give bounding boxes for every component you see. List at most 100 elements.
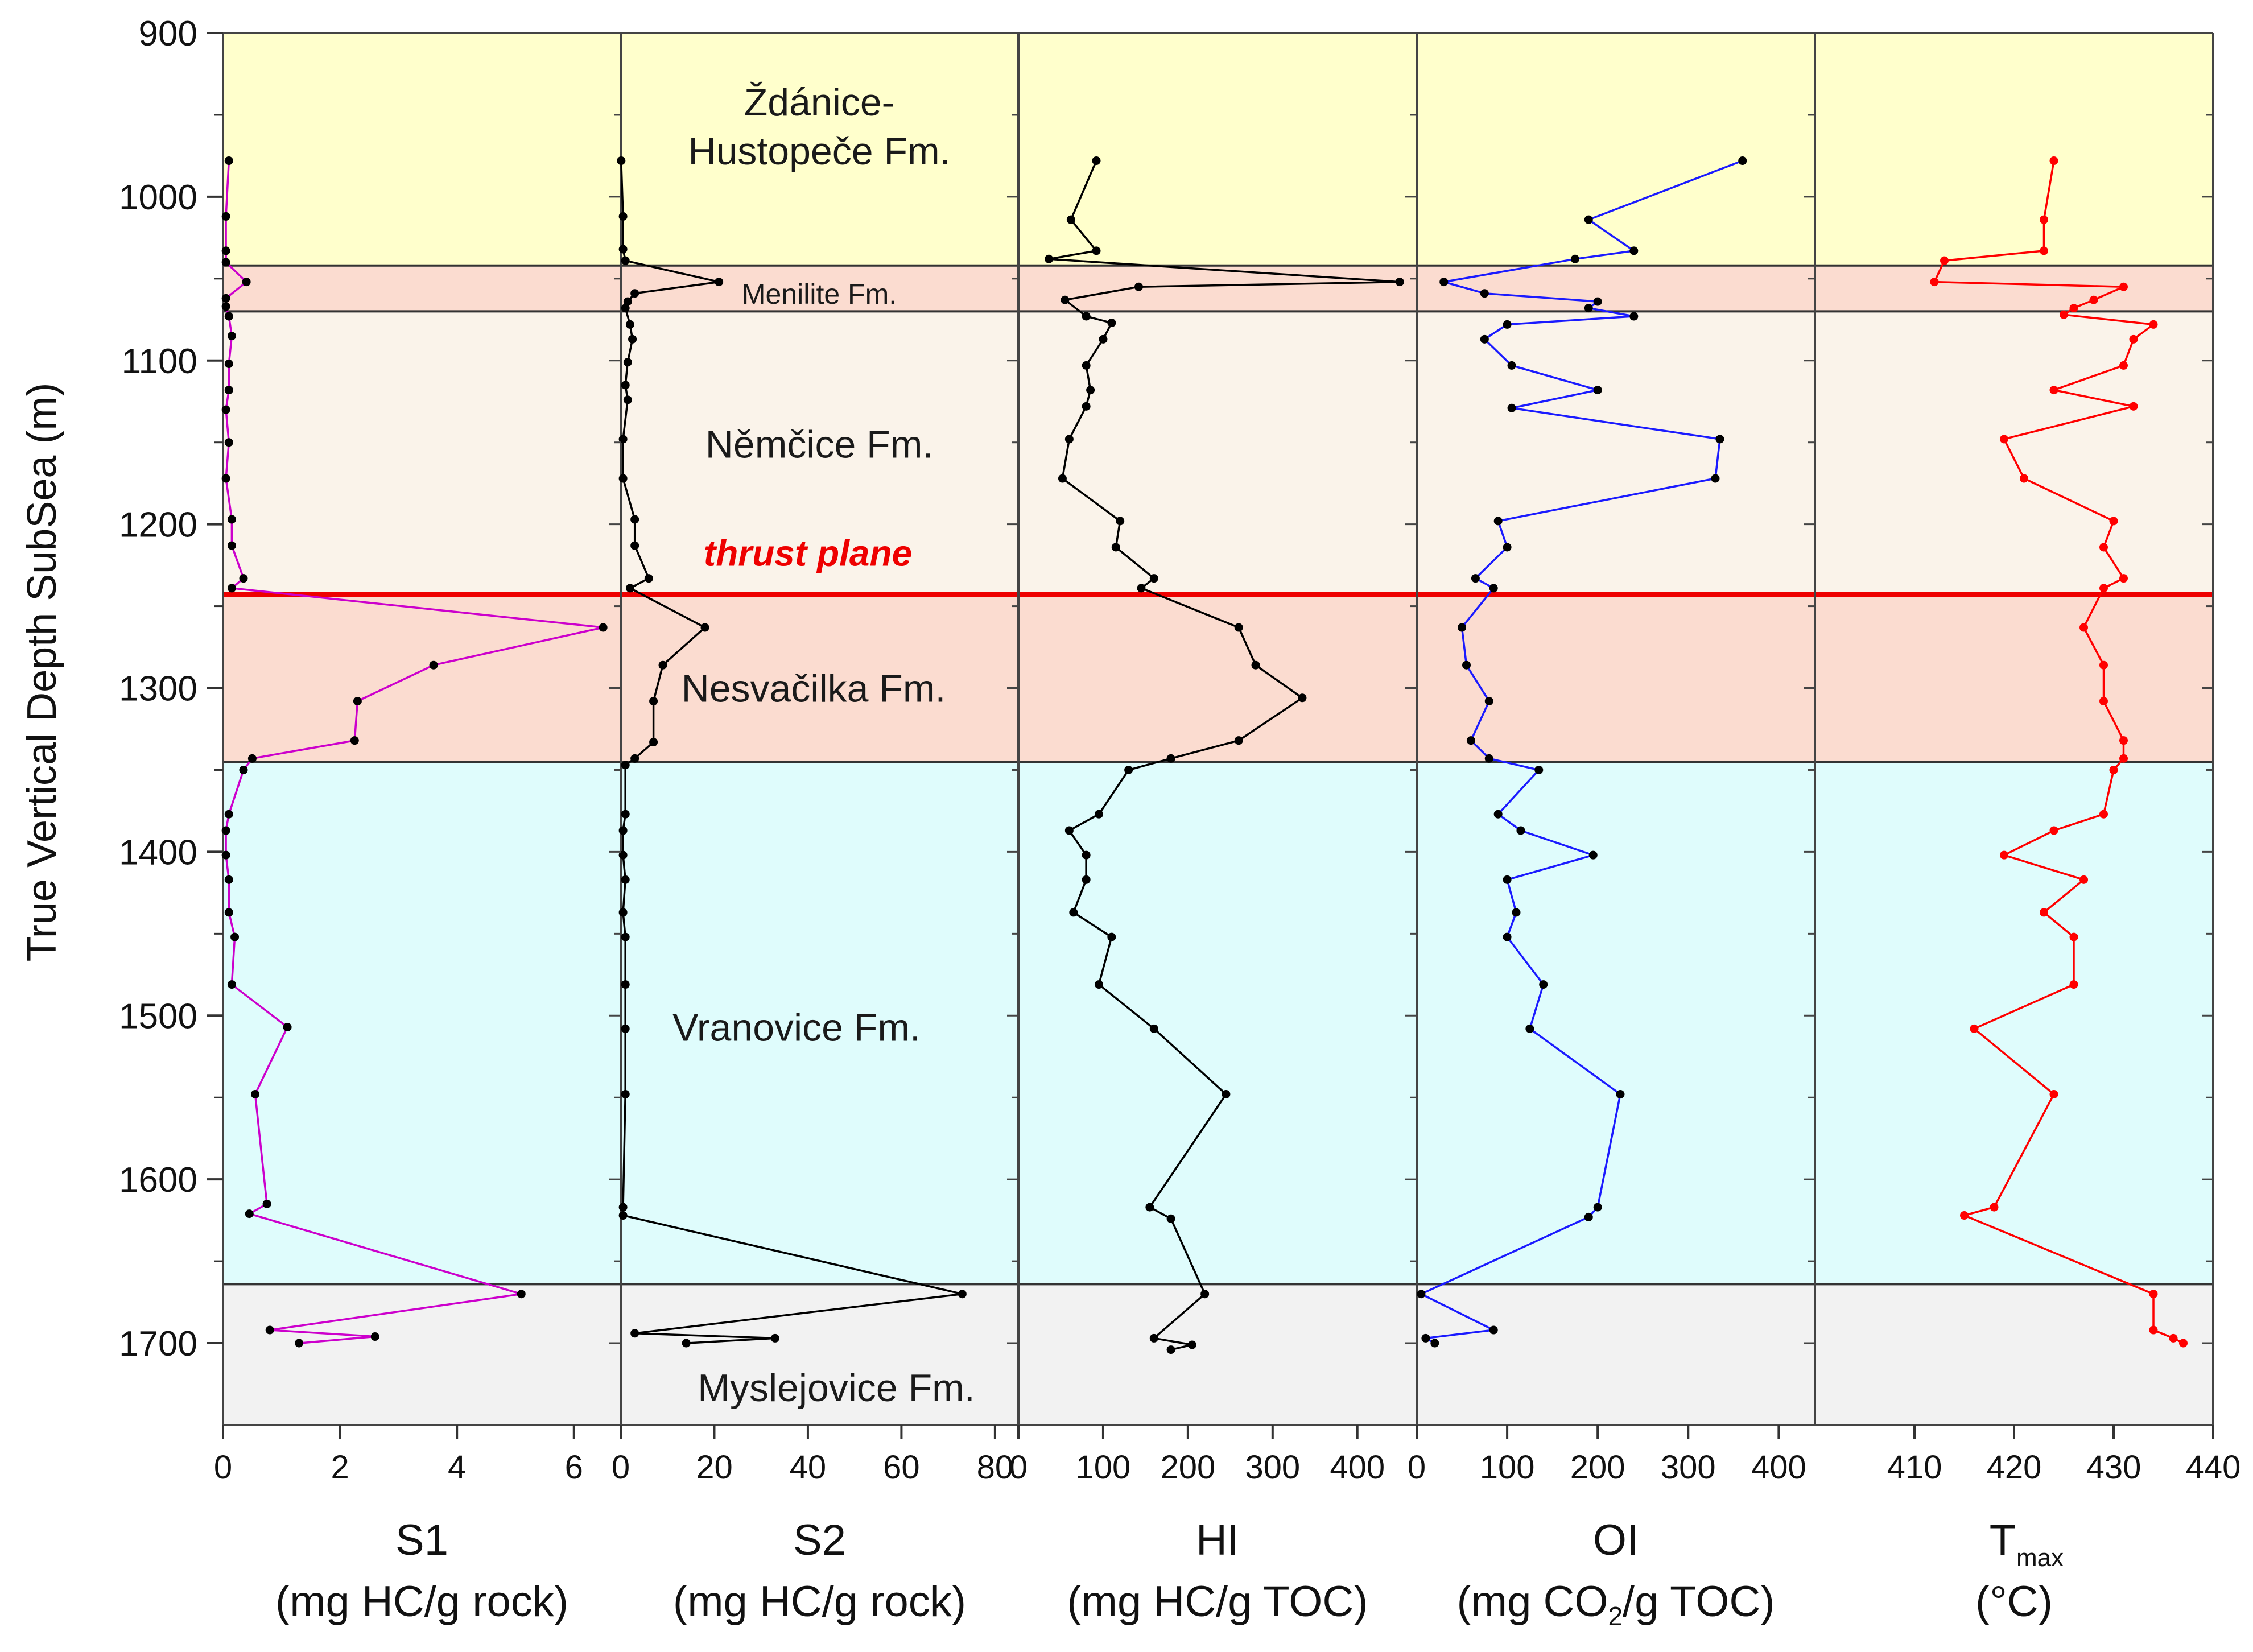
data-point-s1 [227, 980, 236, 989]
x-tick-label-hi: 200 [1160, 1449, 1215, 1486]
data-point-oi [1512, 908, 1521, 917]
formation-band-salmon [223, 265, 2213, 312]
data-point-oi [1584, 1212, 1593, 1221]
x-tick-label-tmax: 440 [2186, 1449, 2241, 1486]
data-point-s1 [224, 438, 233, 447]
unit-part: (mg CO [1456, 1577, 1608, 1626]
data-point-s2 [958, 1290, 967, 1299]
data-point-s2 [628, 334, 637, 344]
data-point-hi [1116, 517, 1125, 526]
data-point-s2 [630, 541, 639, 550]
data-point-s2 [715, 278, 724, 287]
formation-band-gray [223, 1284, 2213, 1425]
data-point-hi [1082, 402, 1091, 411]
data-point-oi [1471, 574, 1480, 583]
data-point-s2 [623, 395, 632, 404]
data-point-s1 [247, 754, 257, 763]
x-tick-label-s2: 40 [790, 1449, 827, 1486]
data-point-tmax [2000, 435, 2008, 444]
data-point-s2 [621, 304, 630, 313]
data-point-s1 [221, 246, 230, 255]
data-point-s2 [770, 1333, 779, 1343]
data-point-oi [1484, 754, 1493, 763]
x-axis-title-hi: HI [1196, 1516, 1239, 1564]
x-tick-label-tmax: 420 [1987, 1449, 2042, 1486]
x-axis-title-sub-tmax: max [2016, 1544, 2064, 1572]
data-point-tmax [2049, 156, 2058, 166]
x-axis-unit-oi: (mg CO2/g TOC) [1456, 1577, 1775, 1631]
data-point-hi [1069, 908, 1078, 917]
data-point-hi [1166, 1214, 1175, 1223]
y-tick-label: 1400 [119, 833, 197, 872]
x-axis-unit-s1: (mg HC/g rock) [275, 1577, 568, 1626]
data-point-hi [1092, 246, 1101, 255]
data-point-hi [1166, 1345, 1175, 1354]
y-tick-label: 900 [139, 14, 197, 53]
data-point-hi [1187, 1340, 1196, 1349]
data-point-oi [1417, 1290, 1426, 1299]
data-point-hi [1058, 474, 1067, 483]
data-point-s1 [224, 875, 233, 884]
x-tick-label-oi: 200 [1570, 1449, 1625, 1486]
data-point-s2 [617, 156, 626, 166]
x-axis-title-oi: OI [1593, 1516, 1639, 1564]
x-tick-label-tmax: 410 [1887, 1449, 1942, 1486]
data-point-s1 [245, 1209, 254, 1219]
data-point-s2 [630, 754, 639, 763]
data-point-s2 [700, 623, 709, 632]
data-point-tmax [2129, 402, 2138, 411]
y-tick-label: 1000 [119, 178, 197, 217]
x-tick-label-s1: 4 [448, 1449, 466, 1486]
y-axis-title: True Vertical Depth SubSea (m) [19, 383, 65, 962]
data-point-s2 [623, 358, 632, 367]
formation-label-yellow: Ždánice- [744, 81, 895, 124]
data-point-s1 [221, 850, 230, 860]
data-point-tmax [2089, 295, 2098, 304]
x-axis-title-s2: S2 [793, 1516, 846, 1564]
data-point-hi [1086, 386, 1095, 395]
data-point-s2 [618, 850, 628, 860]
data-point-oi [1715, 435, 1724, 444]
data-point-oi [1484, 697, 1493, 706]
data-point-oi [1458, 623, 1467, 632]
y-tick-label: 1100 [122, 342, 197, 381]
data-point-s2 [618, 826, 628, 835]
x-tick-label-s2: 20 [696, 1449, 733, 1486]
data-point-hi [1111, 543, 1120, 552]
data-point-tmax [2149, 1290, 2158, 1299]
formation-label-yellow: Hustopeče Fm. [688, 130, 950, 173]
formation-band-cyan [223, 762, 2213, 1285]
data-point-tmax [2179, 1339, 2188, 1348]
y-tick-label: 1200 [119, 506, 197, 545]
data-point-hi [1045, 254, 1054, 263]
data-point-s2 [682, 1339, 691, 1348]
data-point-tmax [2099, 660, 2108, 670]
data-point-tmax [2040, 908, 2048, 917]
data-point-tmax [2109, 765, 2118, 774]
x-tick-label-s2: 0 [612, 1449, 630, 1486]
data-point-hi [1298, 693, 1307, 703]
data-point-hi [1251, 660, 1260, 670]
data-point-s1 [221, 294, 230, 303]
data-point-tmax [2119, 736, 2128, 745]
data-point-tmax [2079, 623, 2088, 632]
data-point-s2 [630, 1329, 639, 1338]
data-point-oi [1503, 543, 1512, 552]
data-point-tmax [1970, 1024, 1979, 1033]
data-point-tmax [2099, 584, 2108, 593]
data-point-oi [1539, 980, 1548, 989]
x-tick-label-s1: 2 [331, 1449, 349, 1486]
data-point-tmax [2119, 574, 2128, 583]
x-tick-label-s1: 0 [214, 1449, 232, 1486]
data-point-s2 [621, 1024, 630, 1033]
formation-bands [223, 33, 2213, 1425]
data-point-tmax [2099, 697, 2108, 706]
data-point-hi [1222, 1089, 1231, 1098]
x-tick-label-hi: 300 [1245, 1449, 1300, 1486]
data-point-s1 [224, 386, 233, 395]
data-point-hi [1200, 1290, 1210, 1299]
data-point-oi [1584, 215, 1593, 224]
data-point-tmax [2049, 1089, 2058, 1098]
y-tick-label: 1600 [119, 1160, 197, 1200]
data-point-oi [1480, 289, 1489, 298]
